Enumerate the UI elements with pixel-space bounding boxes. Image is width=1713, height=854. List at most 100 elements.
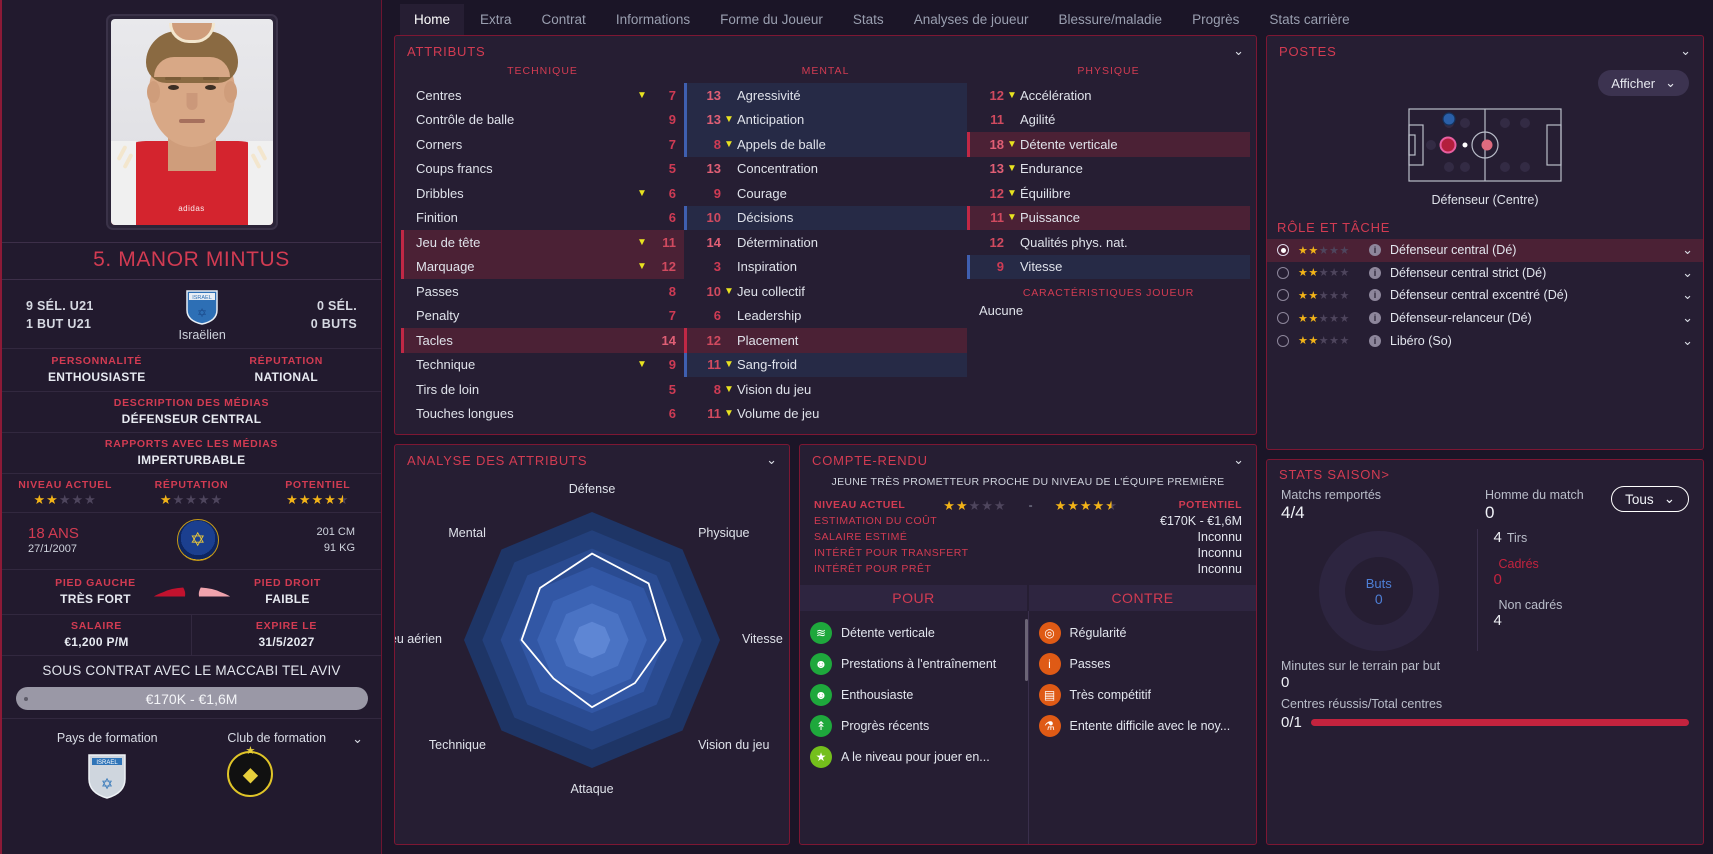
svg-text:✡: ✡ bbox=[101, 776, 114, 793]
pros-list: ≋ Détente verticale ☻ Prestations à l'entra… bbox=[800, 611, 1028, 844]
info-icon[interactable]: i bbox=[1369, 289, 1381, 302]
attribute-name: Agilité bbox=[1020, 112, 1056, 128]
attribute-row[interactable]: Détermination 14 bbox=[684, 230, 967, 255]
attribute-row[interactable]: Contrôle de balle 9 bbox=[401, 108, 684, 133]
pros-scrollbar[interactable] bbox=[1025, 619, 1028, 681]
technique-header: TECHNIQUE bbox=[507, 65, 578, 77]
chevron-down-icon[interactable]: ⌄ bbox=[1682, 287, 1693, 303]
scout-current-stars: ★★★★★ bbox=[943, 498, 1007, 513]
info-icon[interactable]: i bbox=[1369, 266, 1381, 279]
role-row[interactable]: ★★★★★ i Libéro (So) ⌄ bbox=[1267, 329, 1703, 352]
attribute-name: Décisions bbox=[737, 210, 794, 226]
role-row[interactable]: ★★★★★ i Défenseur-relanceur (Dé) ⌄ bbox=[1267, 307, 1703, 330]
tab-contrat[interactable]: Contrat bbox=[541, 12, 586, 27]
tab-stats[interactable]: Stats bbox=[852, 12, 884, 27]
tab-forme-du-joueur[interactable]: Forme du Joueur bbox=[720, 12, 823, 27]
attribute-row[interactable]: Appels de balle ▼ 8 bbox=[684, 132, 967, 157]
nationality-block: ISRAEL ✡ Israëlien bbox=[179, 288, 226, 342]
pitch-diagram bbox=[1408, 108, 1562, 182]
attribute-row[interactable]: Vitesse 9 bbox=[967, 254, 1250, 279]
attribute-row[interactable]: Puissance ▼ 11 bbox=[967, 205, 1250, 230]
chevron-down-icon[interactable]: ⌄ bbox=[1682, 242, 1693, 258]
attribute-row[interactable]: Agilité 11 bbox=[967, 108, 1250, 133]
season-stats-title[interactable]: STATS SAISON> bbox=[1279, 467, 1390, 482]
attribute-row[interactable]: Centres ▼ 7 bbox=[401, 83, 684, 108]
attribute-row[interactable]: Qualités phys. nat. 12 bbox=[967, 230, 1250, 255]
tab-stats-carri-re[interactable]: Stats carrière bbox=[1269, 12, 1350, 27]
tab-progr-s[interactable]: Progrès bbox=[1192, 12, 1240, 27]
attribute-row[interactable]: Courage 9 bbox=[684, 181, 967, 206]
role-radio[interactable] bbox=[1277, 334, 1289, 347]
attribute-name: Agressivité bbox=[737, 87, 801, 103]
attribute-row[interactable]: Technique ▼ 9 bbox=[401, 353, 684, 378]
role-stars: ★★★★★ bbox=[1298, 289, 1350, 302]
tab-home[interactable]: Home bbox=[400, 4, 465, 35]
chevron-down-icon[interactable]: ⌄ bbox=[1682, 332, 1693, 348]
attribute-row[interactable]: Vision du jeu ▼ 8 bbox=[684, 377, 967, 402]
tab-blessure-maladie[interactable]: Blessure/maladie bbox=[1058, 12, 1163, 27]
training-expand-chevron-icon[interactable]: ⌄ bbox=[352, 731, 363, 746]
attribute-row[interactable]: Placement 12 bbox=[684, 328, 967, 353]
attribute-row[interactable]: Équilibre ▼ 12 bbox=[967, 181, 1250, 206]
attribute-row[interactable]: Leadership 6 bbox=[684, 304, 967, 329]
attribute-row[interactable]: Jeu collectif ▼ 10 bbox=[684, 279, 967, 304]
attribute-row[interactable]: Tirs de loin 5 bbox=[401, 377, 684, 402]
radar-axis-label: Technique bbox=[428, 738, 486, 753]
potential-ability: POTENTIEL ★★★★★ bbox=[255, 479, 381, 506]
attribute-row[interactable]: Tacles 14 bbox=[401, 328, 684, 353]
attribute-row[interactable]: Sang-froid ▼ 11 bbox=[684, 352, 967, 377]
shots-total: 4 Tirs bbox=[1493, 529, 1528, 546]
info-icon[interactable]: i bbox=[1369, 334, 1381, 347]
attribute-row[interactable]: Décisions 10 bbox=[684, 205, 967, 230]
attribute-row[interactable]: Accélération ▼ 12 bbox=[967, 83, 1250, 108]
tab-informations[interactable]: Informations bbox=[615, 12, 691, 27]
attribute-row[interactable]: Finition 6 bbox=[401, 206, 684, 231]
attribute-row[interactable]: Agressivité 13 bbox=[684, 83, 967, 108]
chevron-down-icon[interactable]: ⌄ bbox=[1682, 264, 1693, 280]
role-radio[interactable] bbox=[1277, 312, 1289, 325]
cons-list: ◎ Régularité i Passes ▤ Très compétitif ⚗ Enten… bbox=[1027, 611, 1257, 844]
scout-attribute-item: ▤ Très compétitif bbox=[1038, 679, 1253, 710]
display-dropdown[interactable]: Afficher ⌄ bbox=[1598, 70, 1689, 96]
role-row[interactable]: ★★★★★ i Défenseur central strict (Dé) ⌄ bbox=[1267, 262, 1703, 285]
attribute-row[interactable]: Touches longues 6 bbox=[401, 402, 684, 427]
attribute-row[interactable]: Coups francs 5 bbox=[401, 157, 684, 182]
scout-row-label: SALAIRE ESTIMÉ bbox=[814, 531, 908, 543]
attribute-name: Leadership bbox=[737, 308, 802, 324]
attribute-row[interactable]: Endurance ▼ 13 bbox=[967, 157, 1250, 182]
info-icon[interactable]: i bbox=[1369, 312, 1381, 325]
attribute-row[interactable]: Corners 7 bbox=[401, 132, 684, 157]
card-icon: ▤ bbox=[1038, 683, 1061, 706]
role-radio[interactable] bbox=[1277, 289, 1289, 302]
tab-analyses-de-joueur[interactable]: Analyses de joueur bbox=[913, 12, 1029, 27]
stats-filter-dropdown[interactable]: Tous ⌄ bbox=[1611, 486, 1689, 512]
attribute-row[interactable]: Anticipation ▼ 13 bbox=[684, 107, 967, 132]
role-row[interactable]: ★★★★★ i Défenseur central excentré (Dé) ⌄ bbox=[1267, 284, 1703, 307]
attribute-trend-arrow-icon: ▼ bbox=[724, 114, 734, 126]
positions-collapse-chevron-icon[interactable]: ⌄ bbox=[1680, 43, 1691, 58]
role-radio[interactable] bbox=[1277, 266, 1289, 279]
attribute-value: 11 bbox=[707, 406, 721, 422]
tab-extra[interactable]: Extra bbox=[480, 12, 512, 27]
attribute-row[interactable]: Jeu de tête ▼ 11 bbox=[401, 230, 684, 255]
maccabi-badge-icon bbox=[227, 751, 274, 797]
role-radio[interactable] bbox=[1277, 244, 1289, 257]
scout-report-collapse-chevron-icon[interactable]: ⌄ bbox=[1233, 452, 1244, 467]
role-row[interactable]: ★★★★★ i Défenseur central (Dé) ⌄ bbox=[1267, 239, 1703, 262]
attributes-collapse-chevron-icon[interactable]: ⌄ bbox=[1233, 43, 1244, 58]
attributes-title: ATTRIBUTS bbox=[407, 43, 486, 59]
attribute-row[interactable]: Concentration 13 bbox=[684, 157, 967, 182]
info-icon[interactable]: i bbox=[1369, 244, 1381, 257]
attribute-row[interactable]: Détente verticale ▼ 18 bbox=[967, 132, 1250, 157]
attribute-row[interactable]: Inspiration 3 bbox=[684, 255, 967, 280]
attribute-value: 12 bbox=[661, 259, 676, 275]
analysis-collapse-chevron-icon[interactable]: ⌄ bbox=[766, 452, 777, 467]
attribute-row[interactable]: Passes 8 bbox=[401, 279, 684, 304]
attribute-row[interactable]: Dribbles ▼ 6 bbox=[401, 181, 684, 206]
attribute-trend-arrow-icon: ▼ bbox=[637, 187, 647, 199]
attribute-row[interactable]: Penalty 7 bbox=[401, 304, 684, 329]
chevron-down-icon[interactable]: ⌄ bbox=[1682, 310, 1693, 326]
attribute-trend-arrow-icon: ▼ bbox=[1007, 212, 1017, 224]
attribute-row[interactable]: Volume de jeu ▼ 11 bbox=[684, 402, 967, 427]
attribute-row[interactable]: Marquage ▼ 12 bbox=[401, 254, 684, 279]
